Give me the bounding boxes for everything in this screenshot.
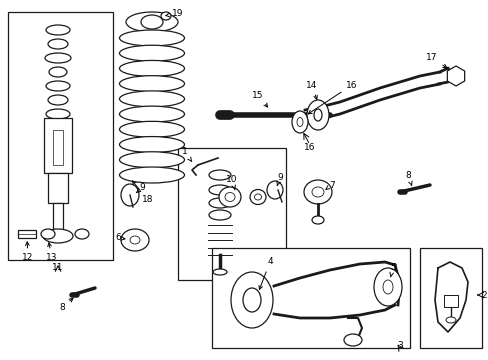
Ellipse shape bbox=[291, 111, 307, 133]
Text: 1: 1 bbox=[182, 148, 191, 162]
Text: 10: 10 bbox=[226, 175, 237, 190]
Ellipse shape bbox=[311, 216, 324, 224]
Ellipse shape bbox=[121, 184, 139, 206]
Ellipse shape bbox=[445, 317, 455, 323]
Ellipse shape bbox=[141, 15, 163, 29]
Ellipse shape bbox=[119, 121, 184, 137]
Ellipse shape bbox=[119, 167, 184, 183]
Ellipse shape bbox=[45, 53, 71, 63]
Ellipse shape bbox=[49, 67, 67, 77]
Text: 14: 14 bbox=[305, 81, 317, 99]
Ellipse shape bbox=[126, 12, 178, 32]
Ellipse shape bbox=[119, 152, 184, 168]
Text: 16: 16 bbox=[307, 81, 357, 114]
Ellipse shape bbox=[130, 236, 140, 244]
Ellipse shape bbox=[119, 45, 184, 61]
Text: 7: 7 bbox=[325, 180, 334, 189]
Ellipse shape bbox=[249, 189, 265, 204]
Bar bbox=[48, 173, 68, 203]
Ellipse shape bbox=[119, 106, 184, 122]
Bar bbox=[443, 295, 457, 307]
Ellipse shape bbox=[266, 181, 283, 199]
Bar bbox=[18, 230, 36, 238]
Ellipse shape bbox=[254, 194, 261, 200]
Ellipse shape bbox=[46, 25, 70, 35]
Text: 8: 8 bbox=[59, 298, 73, 311]
Ellipse shape bbox=[311, 187, 324, 197]
Text: 9: 9 bbox=[136, 184, 144, 193]
Bar bbox=[53, 130, 63, 165]
Ellipse shape bbox=[46, 81, 70, 91]
Ellipse shape bbox=[230, 272, 272, 328]
Bar bbox=[44, 118, 72, 173]
Ellipse shape bbox=[343, 334, 361, 346]
Ellipse shape bbox=[119, 91, 184, 107]
Bar bbox=[212, 248, 409, 348]
Text: 4: 4 bbox=[259, 257, 272, 289]
Text: 6: 6 bbox=[115, 234, 124, 243]
Text: 13: 13 bbox=[46, 243, 58, 262]
Ellipse shape bbox=[382, 280, 392, 294]
Ellipse shape bbox=[219, 187, 241, 207]
Text: 16: 16 bbox=[304, 144, 315, 153]
Ellipse shape bbox=[41, 229, 55, 239]
Ellipse shape bbox=[296, 117, 303, 126]
Ellipse shape bbox=[208, 198, 230, 208]
Ellipse shape bbox=[304, 180, 331, 204]
Text: 8: 8 bbox=[404, 171, 411, 185]
Ellipse shape bbox=[119, 30, 184, 46]
Ellipse shape bbox=[119, 76, 184, 92]
Text: 18: 18 bbox=[132, 181, 153, 204]
Bar bbox=[178, 148, 285, 280]
Ellipse shape bbox=[208, 185, 230, 195]
Ellipse shape bbox=[161, 12, 171, 20]
Ellipse shape bbox=[48, 39, 68, 49]
Ellipse shape bbox=[48, 95, 68, 105]
Text: 9: 9 bbox=[276, 174, 282, 185]
Bar bbox=[8, 12, 113, 260]
Text: 12: 12 bbox=[22, 242, 34, 262]
Ellipse shape bbox=[243, 288, 261, 312]
Ellipse shape bbox=[46, 109, 70, 119]
Text: 19: 19 bbox=[165, 9, 183, 18]
Ellipse shape bbox=[208, 170, 230, 180]
Text: 5: 5 bbox=[389, 262, 395, 277]
Ellipse shape bbox=[306, 100, 328, 130]
Ellipse shape bbox=[119, 136, 184, 153]
Text: 3: 3 bbox=[396, 341, 402, 350]
Text: 11: 11 bbox=[52, 264, 63, 273]
Ellipse shape bbox=[119, 60, 184, 76]
Ellipse shape bbox=[213, 269, 226, 275]
Text: 15: 15 bbox=[252, 90, 267, 107]
Ellipse shape bbox=[224, 193, 235, 202]
Ellipse shape bbox=[208, 210, 230, 220]
Text: 2: 2 bbox=[480, 291, 486, 300]
Bar bbox=[53, 203, 63, 233]
Ellipse shape bbox=[43, 229, 73, 243]
Bar bbox=[419, 248, 481, 348]
Ellipse shape bbox=[313, 109, 321, 121]
Text: 17: 17 bbox=[426, 54, 446, 68]
Ellipse shape bbox=[75, 229, 89, 239]
Ellipse shape bbox=[121, 229, 149, 251]
Ellipse shape bbox=[373, 268, 401, 306]
